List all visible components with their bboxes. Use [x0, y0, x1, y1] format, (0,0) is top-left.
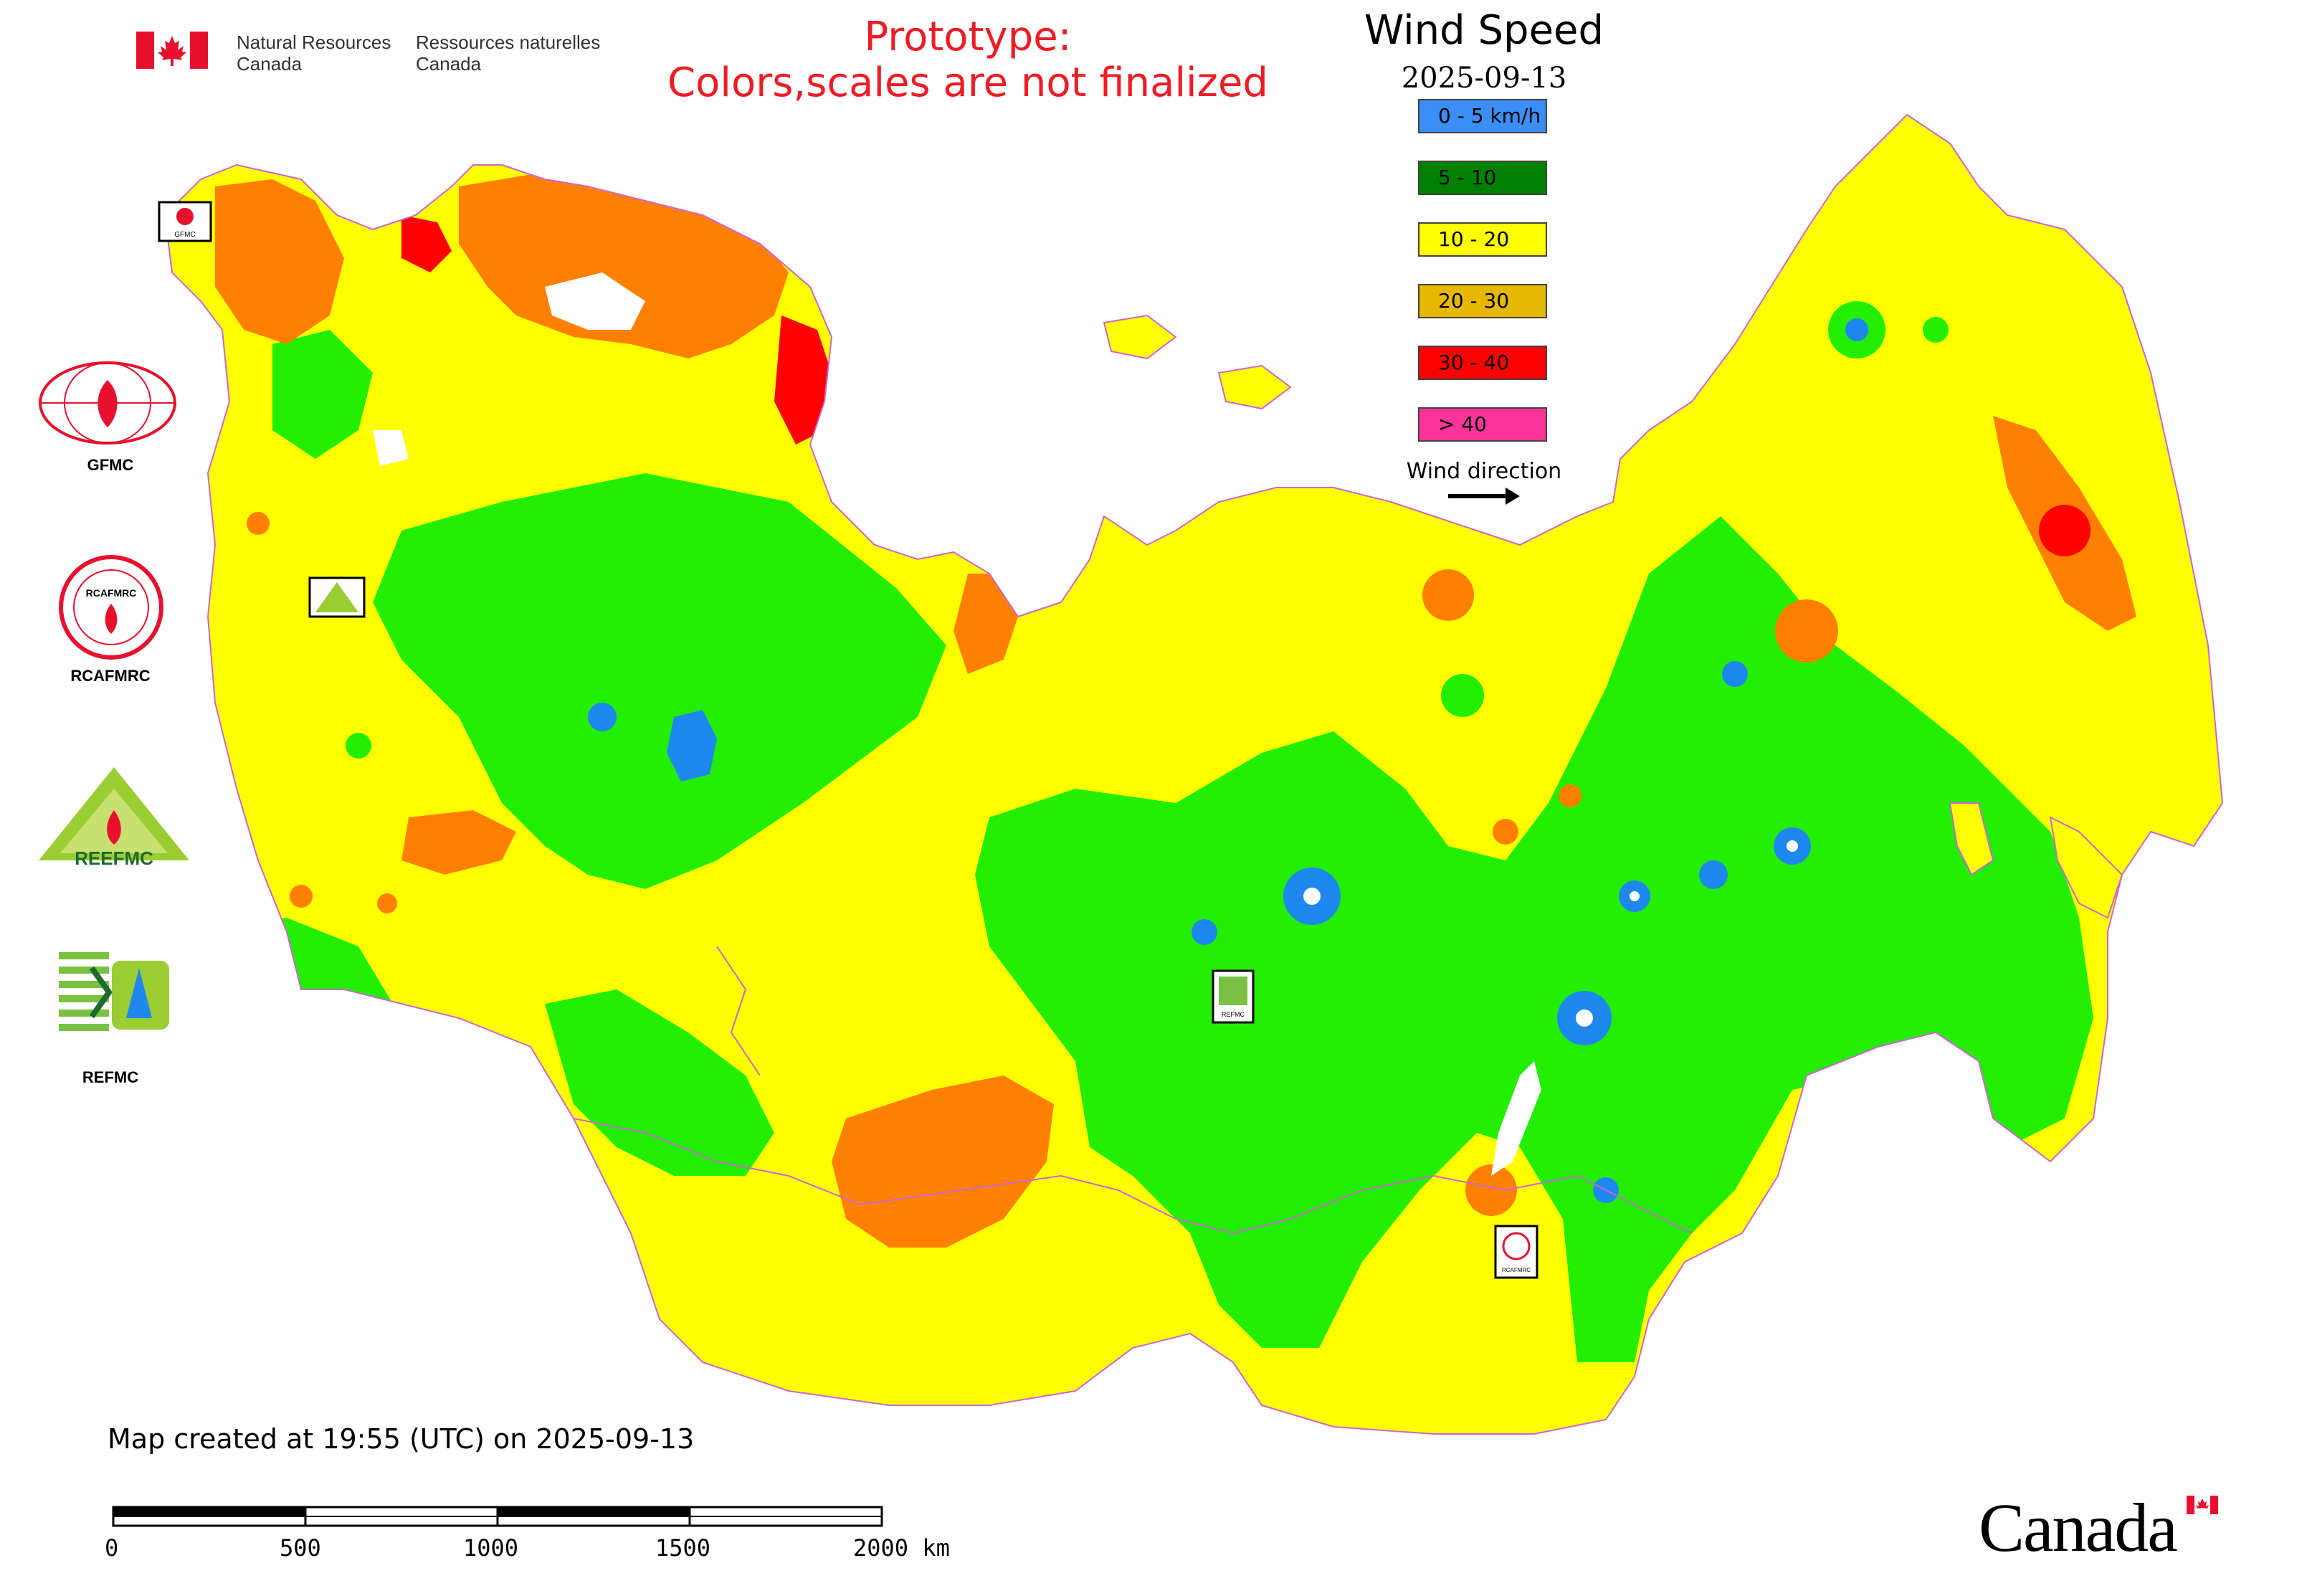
legend-item-very-strong: 30 - 40: [1418, 346, 1547, 380]
wind-direction-arrow-icon: [1448, 488, 1520, 505]
prototype-notice-line2: Colors,scales are not finalized: [667, 60, 1268, 106]
scale-label-1000: 1000: [463, 1534, 519, 1562]
prototype-notice-line1: Prototype:: [864, 14, 1072, 60]
canada-wordmark-text: Canada: [1979, 1489, 2178, 1566]
map-badge-refmc: REFMC: [1212, 969, 1255, 1024]
rcafmrc-logo-label: RCAFMRC: [70, 667, 151, 685]
org-name-fr-line2: Canada: [416, 53, 482, 75]
canada-flag-icon: [136, 32, 208, 69]
org-name-en-line2: Canada: [237, 53, 303, 75]
scale-bar: 0 500 1000 1500 2000 km: [100, 1491, 975, 1570]
prototype-notice: Prototype: Colors,scales are not finaliz…: [645, 14, 1290, 106]
gfmc-logo-label: GFMC: [87, 456, 134, 474]
gfmc-logo: [39, 361, 176, 445]
scale-label-500: 500: [280, 1534, 321, 1562]
arctic-islands: [1103, 314, 2123, 919]
map-badge-reefmc: [308, 576, 366, 618]
nrcan-signature: Natural Resources Canada Ressources natu…: [136, 32, 624, 75]
scale-label-1500: 1500: [655, 1534, 711, 1562]
legend-item-strong: 20 - 30: [1418, 284, 1547, 318]
svg-text:GFMC: GFMC: [174, 231, 195, 239]
map-badge-rcafmrc: RCAFMRC: [1494, 1225, 1538, 1279]
org-name-fr-line1: Ressources naturelles: [416, 32, 601, 53]
legend-item-light: 5 - 10: [1418, 161, 1547, 195]
coastline: [163, 113, 2224, 1435]
wind-direction-label: Wind direction: [1406, 459, 1562, 484]
scale-label-0: 0: [105, 1534, 119, 1562]
refmc-logo: [59, 946, 173, 1040]
svg-text:RCAFMRC: RCAFMRC: [1502, 1267, 1531, 1273]
refmc-logo-label: REFMC: [82, 1068, 139, 1086]
country-borders: [573, 946, 1693, 1235]
canada-wordmark: Canada: [1979, 1488, 2178, 1567]
svg-text:RCAFMRC: RCAFMRC: [86, 587, 137, 599]
legend-title: Wind Speed: [1364, 7, 1604, 54]
legend-item-extreme: > 40: [1418, 407, 1547, 442]
legend-date: 2025-09-13: [1401, 62, 1567, 95]
map-created-text: Map created at 19:55 (UTC) on 2025-09-13: [108, 1423, 695, 1455]
legend-item-calm: 0 - 5 km/h: [1418, 99, 1547, 133]
map-badge-gfmc: GFMC: [158, 201, 212, 242]
rcafmrc-logo: RCAFMRC: [59, 555, 163, 660]
legend-item-moderate: 10 - 20: [1418, 222, 1547, 257]
scale-label-2000: 2000 km: [853, 1534, 950, 1562]
svg-text:REEFMC: REEFMC: [75, 847, 153, 868]
scale-bar-graphic: [112, 1506, 883, 1527]
wordmark-flag-icon: [2187, 1496, 2218, 1514]
svg-text:REFMC: REFMC: [1222, 1011, 1245, 1018]
org-name-en-line1: Natural Resources: [237, 32, 391, 53]
reefmc-logo: REEFMC: [39, 767, 189, 868]
